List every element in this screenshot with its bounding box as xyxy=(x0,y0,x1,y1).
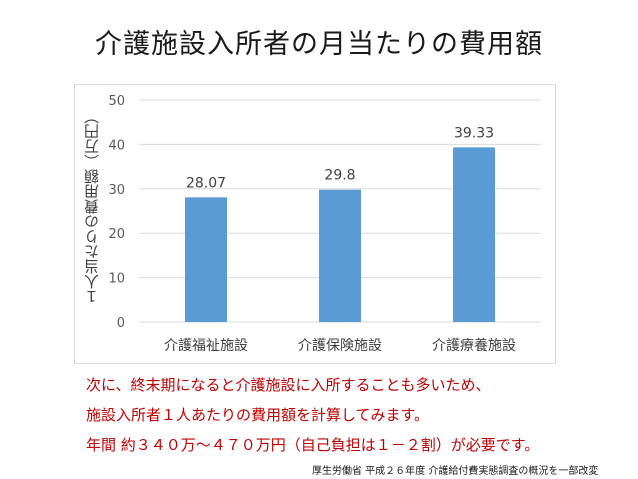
y-tick-label: 20 xyxy=(108,227,125,242)
bar xyxy=(453,147,495,322)
page-title: 介護施設入所者の月当たりの費用額 xyxy=(95,29,543,60)
y-tick-label: 40 xyxy=(108,138,125,153)
x-tick-label: 介護福祉施設 xyxy=(164,338,248,354)
data-label: 29.8 xyxy=(324,168,355,184)
chart-frame: 0 10 20 30 40 50 28.07 介護福祉施設 29.8 介護保険施設 39.33 介護療… xyxy=(74,84,556,364)
data-label: 28.07 xyxy=(186,175,226,191)
note-line-2: 施設入所者１人あたりの費用額を計算してみます。 xyxy=(86,406,430,424)
note-line-1: 次に、終末期になると介護施設に入所することも多いため、 xyxy=(86,376,491,394)
bar-chart: 0 10 20 30 40 50 28.07 介護福祉施設 29.8 介護保険施設 39.33 介護療… xyxy=(108,94,541,354)
data-label: 39.33 xyxy=(454,125,494,141)
y-tick-label: 0 xyxy=(117,316,125,331)
bar xyxy=(319,189,361,322)
note-line-3: 年間 約３４０万～４７０万円（自己負担は１－２割）が必要です。 xyxy=(86,436,540,454)
y-tick-label: 10 xyxy=(108,272,125,287)
y-axis-label: １人当たりの費用額（万円） xyxy=(83,109,101,305)
x-tick-label: 介護保険施設 xyxy=(298,338,382,354)
bar xyxy=(185,197,227,322)
y-tick-label: 30 xyxy=(108,183,125,198)
x-tick-label: 介護療養施設 xyxy=(432,337,516,354)
source-note: 厚生労働省 平成２６年度 介護給付費実態調査の概況を一部改変 xyxy=(312,466,599,477)
y-tick-label: 50 xyxy=(108,94,125,109)
